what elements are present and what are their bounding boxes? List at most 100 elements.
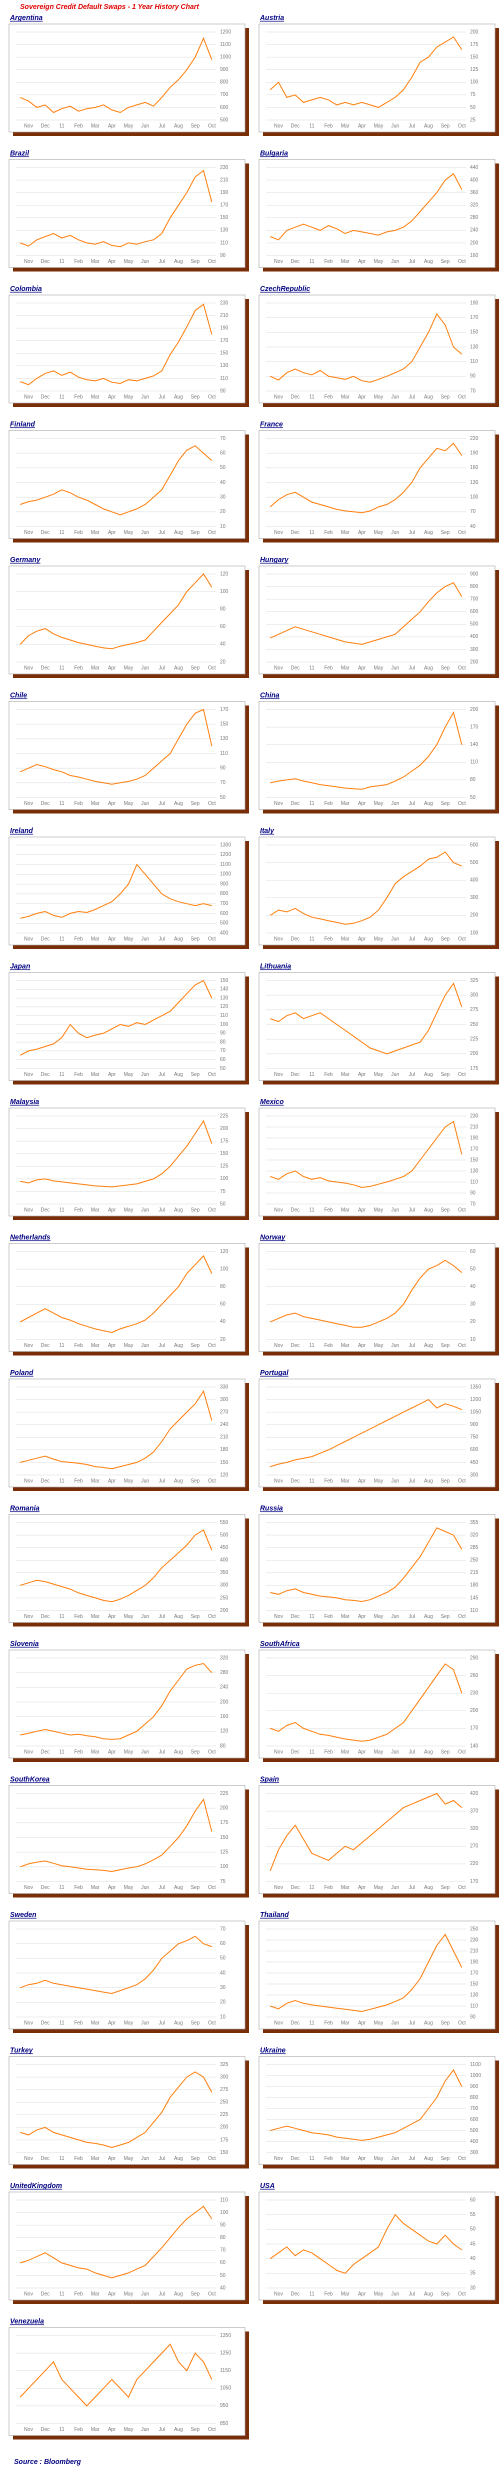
x-tick-label: 11: [59, 2291, 64, 2297]
x-tick-label: Aug: [174, 1749, 183, 1755]
panel-title: Norway: [260, 1234, 286, 1241]
x-tick-label: Nov: [24, 2291, 33, 2297]
x-tick-label: Feb: [324, 2020, 333, 2026]
x-tick-label: Apr: [358, 259, 366, 265]
y-tick-label: 50: [220, 795, 226, 801]
x-tick-label: Feb: [74, 665, 83, 671]
x-tick-label: Oct: [208, 530, 216, 536]
x-tick-label: May: [374, 1207, 384, 1213]
x-tick-label: Aug: [174, 2427, 183, 2433]
y-tick-label: 150: [220, 1151, 229, 1157]
series-line: [20, 445, 213, 516]
y-tick-label: 90: [470, 374, 476, 380]
y-tick-label: 60: [470, 2197, 476, 2203]
x-tick-label: Sep: [191, 1614, 200, 1620]
y-tick-label: 600: [470, 1447, 479, 1453]
x-tick-label: Mar: [341, 2020, 350, 2026]
y-tick-label: 80: [220, 2235, 226, 2241]
x-tick-label: Dec: [41, 2291, 50, 2297]
y-tick-label: 300: [220, 1397, 229, 1403]
x-tick-label: Feb: [324, 259, 333, 265]
y-tick-label: 180: [470, 1583, 479, 1589]
x-tick-label: Oct: [208, 665, 216, 671]
y-tick-label: 150: [220, 1835, 229, 1841]
x-tick-label: Jul: [409, 394, 415, 400]
x-tick-label: Dec: [291, 1614, 300, 1620]
x-tick-label: Mar: [341, 259, 350, 265]
x-tick-label: Sep: [441, 1072, 450, 1078]
y-tick-label: 500: [470, 622, 479, 628]
panel: [8, 1649, 246, 1759]
x-tick-label: Nov: [24, 1885, 33, 1891]
series-line: [269, 1792, 463, 1872]
x-tick-label: Sep: [441, 1749, 450, 1755]
y-tick-label: 360: [470, 190, 479, 196]
x-tick-label: Oct: [458, 2291, 466, 2297]
x-tick-label: Mar: [341, 1749, 350, 1755]
x-tick-label: 11: [59, 2020, 64, 2026]
y-tick-label: 120: [220, 571, 229, 577]
x-tick-label: Dec: [291, 665, 300, 671]
y-tick-label: 370: [470, 1808, 479, 1814]
x-tick-label: May: [374, 1885, 384, 1891]
y-tick-label: 90: [220, 388, 226, 394]
x-tick-label: 11: [59, 530, 64, 536]
y-tick-label: 300: [470, 1472, 479, 1478]
y-tick-label: 80: [220, 1284, 226, 1290]
x-tick-label: May: [124, 2291, 134, 2297]
x-tick-label: Sep: [191, 1885, 200, 1891]
x-tick-label: Jul: [159, 1207, 165, 1213]
y-tick-label: 40: [470, 1284, 476, 1290]
x-tick-label: Sep: [441, 936, 450, 942]
x-tick-label: Oct: [458, 665, 466, 671]
x-tick-label: Aug: [174, 801, 183, 807]
x-tick-label: Aug: [174, 1478, 183, 1484]
y-tick-label: 190: [470, 1135, 479, 1141]
x-tick-label: Nov: [274, 1885, 283, 1891]
y-tick-label: 90: [220, 2222, 226, 2228]
x-tick-label: Feb: [74, 2156, 83, 2162]
x-tick-label: Aug: [424, 2020, 433, 2026]
panel: [8, 972, 246, 1081]
panel: [258, 1514, 496, 1623]
y-tick-label: 150: [220, 2150, 229, 2156]
x-tick-label: Dec: [291, 1749, 300, 1755]
x-tick-label: Feb: [74, 123, 83, 129]
x-tick-label: Jul: [409, 1207, 415, 1213]
y-tick-label: 600: [220, 105, 229, 111]
y-tick-label: 1350: [220, 2333, 231, 2339]
source: Source : Bloomberg: [14, 2459, 82, 2466]
y-tick-label: 75: [220, 1189, 226, 1195]
panel-title: Ireland: [10, 828, 34, 835]
panel: [8, 159, 246, 268]
series-line: [19, 36, 213, 114]
x-tick-label: Dec: [291, 1207, 300, 1213]
x-tick-label: Jun: [391, 801, 399, 807]
x-tick-label: Dec: [41, 1343, 50, 1349]
y-tick-label: 400: [470, 2139, 479, 2145]
x-tick-label: Jun: [391, 394, 399, 400]
x-tick-label: Oct: [208, 1478, 216, 1484]
x-tick-label: Sep: [191, 123, 200, 129]
y-tick-label: 500: [220, 117, 229, 123]
y-tick-label: 900: [220, 67, 229, 73]
x-tick-label: Nov: [274, 530, 283, 536]
panel-title: Bulgaria: [260, 150, 288, 157]
x-tick-label: Aug: [424, 394, 433, 400]
x-tick-label: Dec: [41, 1478, 50, 1484]
panel-title: UnitedKingdom: [10, 2183, 62, 2190]
y-tick-label: 40: [220, 1970, 226, 1976]
y-tick-label: 125: [220, 1849, 229, 1855]
x-tick-label: Mar: [341, 530, 350, 536]
x-tick-label: 11: [309, 1749, 314, 1755]
x-tick-label: 11: [59, 665, 64, 671]
x-tick-label: Apr: [358, 530, 366, 536]
y-tick-label: 200: [470, 707, 479, 713]
x-tick-label: Aug: [174, 2156, 183, 2162]
panel: [8, 1785, 246, 1894]
panel-title: Poland: [10, 1370, 34, 1377]
x-tick-label: Jul: [159, 259, 165, 265]
y-tick-label: 800: [220, 891, 229, 897]
y-tick-label: 150: [470, 1157, 479, 1163]
x-tick-label: Nov: [274, 1478, 283, 1484]
